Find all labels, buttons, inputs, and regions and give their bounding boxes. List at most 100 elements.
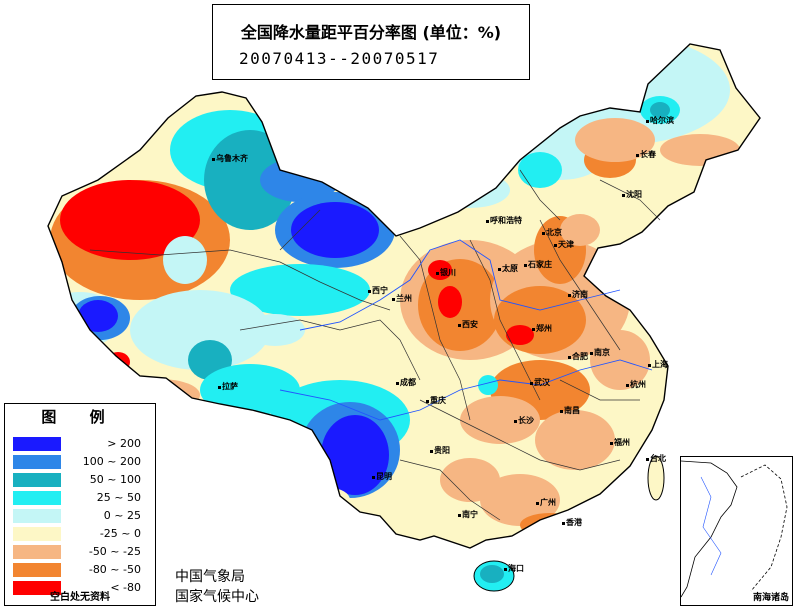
city-label-lanzhou: 兰州 [396,294,412,303]
city-label-chengdu: 成都 [400,378,416,387]
rivers [279,239,653,421]
city-dot [426,400,429,403]
legend-swatch [13,473,61,487]
legend-label: > 200 [107,437,141,450]
legend-swatch [13,509,61,523]
legend-label: 0 ~ 25 [103,509,141,522]
city-label-xian: 西安 [462,320,478,329]
city-dot [218,386,221,389]
legend-row: -80 ~ -50 [13,562,153,578]
legend-row: 50 ~ 100 [13,472,153,488]
city-label-shenyang: 沈阳 [626,190,642,199]
city-dot [486,220,489,223]
legend-row: < -80 [13,580,153,596]
legend-title: 图 例 [41,408,119,426]
city-label-beijing: 北京 [546,228,562,237]
legend-label: -50 ~ -25 [88,545,141,558]
legend: 图 例 > 200 100 ~ 200 50 ~ 100 25 ~ 50 0 ~ 25 -… [4,403,156,606]
city-dot [590,352,593,355]
legend-label: 25 ~ 50 [96,491,141,504]
city-label-tianjin: 天津 [558,240,574,249]
city-label-taiyuan: 太原 [502,264,518,273]
city-label-guangzhou: 广州 [540,498,556,507]
city-dot [372,476,375,479]
city-label-zhengzhou: 郑州 [536,324,552,333]
date-range: 20070413--20070517 [239,49,440,68]
city-dot [648,364,651,367]
city-dot [560,410,563,413]
legend-swatch [13,581,61,595]
city-label-hefei: 合肥 [572,352,588,361]
city-label-changchun: 长春 [640,150,656,159]
city-dot [458,324,461,327]
city-label-nanchang: 南昌 [564,406,580,415]
city-label-harbin: 哈尔滨 [650,116,674,125]
map-title: 全国降水量距平百分率图 (单位：%) [240,23,502,42]
city-dot [626,384,629,387]
city-dot [554,244,557,247]
legend-row: 25 ~ 50 [13,490,153,506]
city-dot [498,268,501,271]
inset-map [681,460,788,598]
city-dot [622,194,625,197]
city-dot [536,502,539,505]
city-label-yinchuan: 银川 [440,268,456,277]
city-label-nanjing: 南京 [594,348,610,357]
legend-row: 100 ~ 200 [13,454,153,470]
city-dot [504,568,507,571]
city-label-lhasa: 拉萨 [222,382,238,391]
legend-row: 0 ~ 25 [13,508,153,524]
city-label-nanning: 南宁 [462,510,478,519]
city-dot [562,522,565,525]
city-dot [646,458,649,461]
legend-swatch [13,437,61,451]
city-label-jinan: 济南 [572,290,588,299]
taiwan-island [647,455,665,501]
city-dot [568,356,571,359]
legend-row: > 200 [13,436,153,452]
legend-swatch [13,455,61,469]
city-dot [568,294,571,297]
city-label-shanghai: 上海 [652,360,668,369]
city-dot [392,298,395,301]
province-borders [89,169,661,521]
legend-label: 50 ~ 100 [89,473,141,486]
legend-swatch [13,527,61,541]
city-dot [514,420,517,423]
legend-row: -50 ~ -25 [13,544,153,560]
legend-swatch [13,545,61,559]
org-line1: 中国气象局 [175,569,245,585]
city-dot [396,382,399,385]
city-dot [530,382,533,385]
city-label-haikou: 海口 [508,564,524,573]
legend-label: -25 ~ 0 [99,527,141,540]
city-label-xining: 西宁 [372,286,388,295]
org-line2: 国家气候中心 [175,589,259,605]
city-label-urumqi: 乌鲁木齐 [216,154,248,163]
city-label-wuhan: 武汉 [534,378,550,387]
city-dot [436,272,439,275]
inset-label: 南海诸岛 [752,593,789,603]
city-dot [542,232,545,235]
city-label-taipei: 台北 [650,454,666,463]
city-label-hangzhou: 杭州 [630,380,646,389]
south-china-sea-inset: 南海诸岛 [680,456,793,606]
city-label-chongqing: 重庆 [430,396,446,405]
legend-swatch [13,563,61,577]
title-box: 全国降水量距平百分率图 (单位：%) 20070413--20070517 [212,4,530,80]
city-dot [532,328,535,331]
city-label-changsha: 长沙 [518,416,534,425]
city-dot [458,514,461,517]
city-dot [610,442,613,445]
legend-label: < -80 [110,581,141,594]
china-border [47,43,761,549]
city-dot [524,264,527,267]
city-dot [430,450,433,453]
legend-row: -25 ~ 0 [13,526,153,542]
legend-label: 100 ~ 200 [82,455,141,468]
city-dot [636,154,639,157]
city-label-guiyang: 贵阳 [434,446,450,455]
legend-swatch [13,491,61,505]
legend-label: -80 ~ -50 [88,563,141,576]
